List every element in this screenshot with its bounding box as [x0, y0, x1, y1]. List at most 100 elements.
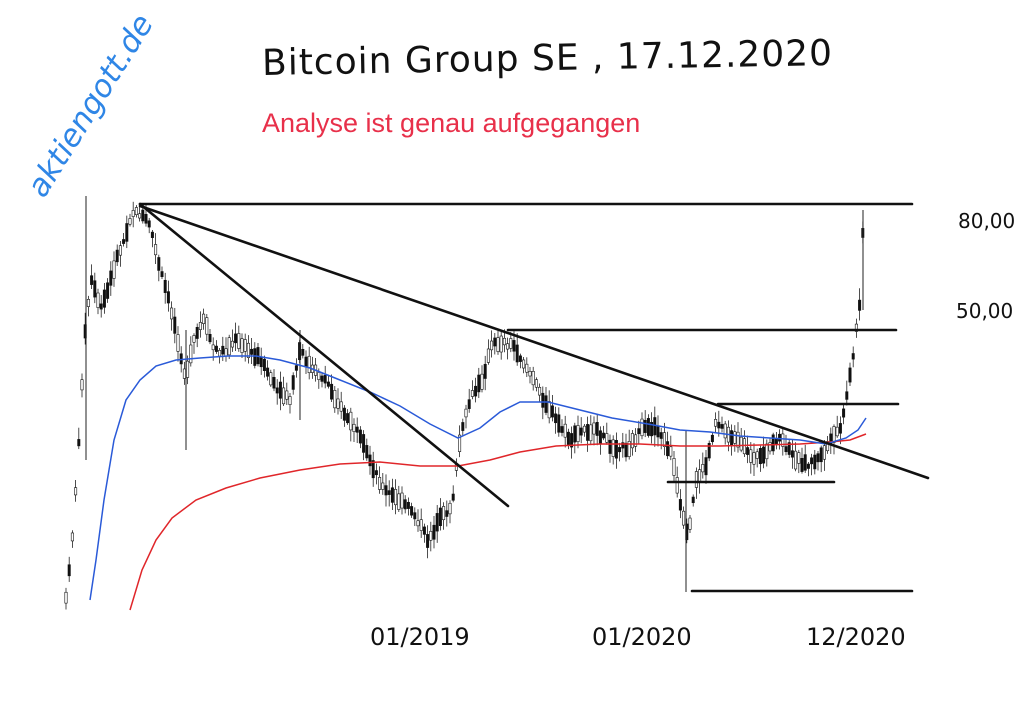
candle-body	[106, 282, 110, 299]
candle-body	[192, 335, 196, 343]
candle-body	[477, 374, 481, 393]
candle-body	[365, 445, 369, 459]
candle-body	[688, 517, 692, 530]
candle-body	[739, 436, 743, 451]
candle-body	[282, 387, 286, 405]
candle-body	[672, 458, 676, 476]
candle-body	[234, 333, 238, 344]
candle-body	[176, 334, 180, 352]
candle-body	[336, 398, 340, 409]
candle-body	[669, 446, 673, 457]
candle-body	[506, 343, 510, 350]
moving-average-short	[89, 355, 867, 601]
candle-body	[493, 337, 497, 347]
candle-body	[147, 220, 151, 228]
candle-body	[714, 419, 718, 427]
candle-body	[858, 299, 862, 311]
candle-body	[749, 449, 753, 463]
candle-body	[803, 454, 807, 471]
candle-body	[678, 499, 682, 511]
candle-body	[294, 365, 298, 371]
downtrend-line-steep	[138, 202, 510, 508]
candle-body	[320, 375, 324, 382]
candle-body	[781, 433, 785, 447]
candle-body	[384, 485, 388, 496]
candle-body	[771, 434, 775, 452]
candle-body	[509, 338, 513, 349]
downtrend-line-long	[138, 204, 930, 480]
candle-body	[582, 425, 586, 433]
candle-body	[144, 213, 148, 224]
candle-body	[458, 434, 462, 452]
candle-body	[806, 463, 810, 469]
candle-body	[778, 433, 782, 442]
candle-body	[275, 387, 279, 394]
candle-body	[339, 401, 343, 412]
candle-body	[643, 419, 647, 433]
candle-body	[854, 323, 858, 332]
candle-body	[435, 513, 439, 532]
candle-body	[349, 411, 353, 431]
candle-body	[768, 442, 772, 452]
candle-body	[426, 534, 430, 548]
candle-body	[333, 390, 337, 409]
candle-body	[301, 349, 305, 356]
candle-body	[835, 426, 839, 437]
candle-body	[218, 350, 222, 357]
candle-body	[80, 379, 84, 391]
candle-body	[246, 342, 250, 358]
candle-body	[614, 440, 618, 459]
candle-body	[416, 520, 420, 527]
candle-body	[432, 524, 436, 540]
candle-body	[403, 499, 407, 510]
candle-body	[710, 434, 714, 443]
candle-body	[125, 223, 129, 242]
x-tick-label-2019: 01/2019	[370, 623, 470, 651]
candle-body	[237, 333, 241, 349]
candle-body	[525, 363, 529, 373]
candle-body	[141, 209, 145, 222]
price-label-80: 80,00	[958, 209, 1015, 233]
candle-body	[278, 381, 282, 399]
candle-body	[563, 423, 567, 438]
candle-body	[560, 426, 564, 433]
candle-body	[784, 446, 788, 453]
candle-body	[800, 458, 804, 472]
candle-body	[64, 591, 68, 604]
candle-body	[214, 345, 218, 352]
candle-body	[838, 423, 842, 434]
candle-body	[74, 487, 78, 496]
candle-body	[694, 471, 698, 488]
candle-body	[717, 421, 721, 429]
candle-body	[90, 275, 94, 285]
candle-body	[602, 432, 606, 439]
candle-body	[77, 439, 81, 447]
candle-body	[630, 433, 634, 449]
price-label-50: 50,00	[956, 299, 1013, 323]
candle-body	[486, 348, 490, 363]
candle-body	[755, 451, 759, 459]
candle-body	[387, 490, 391, 495]
candle-body	[438, 507, 442, 527]
candle-body	[707, 443, 711, 459]
candle-body	[499, 335, 503, 353]
candle-body	[774, 438, 778, 444]
moving-average-long	[129, 433, 867, 611]
candle-body	[598, 430, 602, 444]
candle-body	[429, 531, 433, 541]
candle-body	[445, 510, 449, 517]
candle-body	[211, 344, 215, 351]
candle-body	[464, 408, 468, 418]
candle-body	[352, 423, 356, 432]
candle-body	[70, 532, 74, 542]
candle-body	[730, 430, 734, 446]
candle-body	[646, 418, 650, 436]
candle-body	[592, 422, 596, 435]
x-tick-label-2020-jan: 01/2020	[592, 623, 692, 651]
candle-body	[698, 469, 702, 483]
candle-body	[330, 383, 334, 400]
candle-body	[765, 443, 769, 460]
candle-body	[512, 340, 516, 352]
candle-body	[490, 340, 494, 351]
